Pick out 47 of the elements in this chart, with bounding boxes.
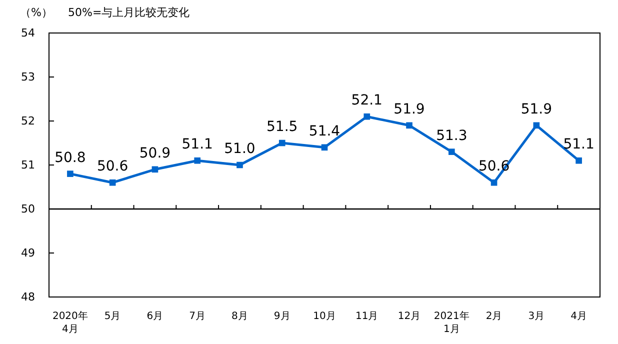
point xyxy=(109,179,116,186)
y-tick-label: 52 xyxy=(21,114,35,128)
point xyxy=(533,122,540,129)
point xyxy=(278,140,286,146)
y-tick-label: 51 xyxy=(21,158,35,172)
data-label: 51.1 xyxy=(563,136,594,153)
point xyxy=(236,162,243,168)
x-tick-label: 3月 xyxy=(528,311,545,322)
y-tick-label: 49 xyxy=(21,246,35,260)
x-tick-label: 2021年 1月 xyxy=(434,310,470,335)
x-tick-label: 8月 xyxy=(232,311,248,322)
data-label: 50.9 xyxy=(139,145,171,162)
y-axis-title: （%） xyxy=(20,6,52,19)
y-tick-label: 50 xyxy=(21,202,35,216)
x-tick-label: 10月 xyxy=(313,311,336,322)
data-label: 51.9 xyxy=(520,101,552,118)
x-tick-label: 2月 xyxy=(486,311,502,322)
x-tick-label: 2020年 4月 xyxy=(52,310,88,335)
data-label: 51.9 xyxy=(394,101,425,118)
x-tick-label: 9月 xyxy=(274,311,290,322)
data-label: 51.0 xyxy=(224,141,256,157)
data-label: 52.1 xyxy=(351,92,382,109)
point xyxy=(490,179,498,186)
x-tick-label: 12月 xyxy=(398,311,421,322)
x-tick-label: 11月 xyxy=(356,311,378,322)
x-tick-label: 4月 xyxy=(570,311,587,322)
chart-title: 50%=与上月比较无变化 xyxy=(68,6,190,19)
point xyxy=(406,122,412,129)
point xyxy=(364,113,370,120)
point xyxy=(67,170,74,177)
data-label: 50.6 xyxy=(96,158,128,175)
y-tick-label: 53 xyxy=(21,70,35,84)
point xyxy=(321,144,328,151)
data-label: 51.5 xyxy=(266,119,298,135)
data-label: 51.4 xyxy=(308,123,340,140)
point xyxy=(576,157,582,164)
y-tick-label: 48 xyxy=(21,290,35,304)
data-label: 51.1 xyxy=(182,136,213,153)
point xyxy=(152,166,158,173)
x-tick-label: 7月 xyxy=(189,311,206,322)
x-tick-label: 5月 xyxy=(104,311,121,322)
data-label: 50.8 xyxy=(54,150,86,166)
point xyxy=(448,148,455,155)
x-tick-label: 6月 xyxy=(146,311,164,322)
y-tick-label: 54 xyxy=(21,26,35,40)
point xyxy=(194,157,201,164)
data-label: 51.3 xyxy=(436,128,468,144)
